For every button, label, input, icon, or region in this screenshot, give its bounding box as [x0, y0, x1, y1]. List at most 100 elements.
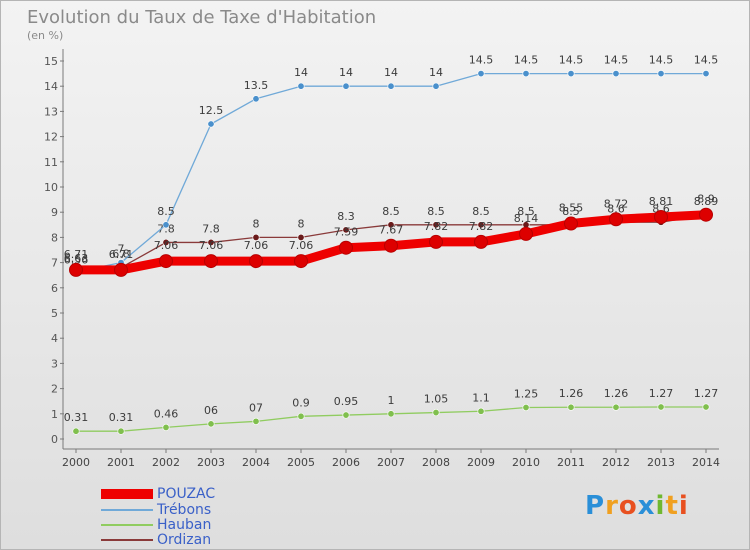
- y-tick-label: 8: [51, 231, 58, 244]
- y-tick-label: 6: [51, 282, 58, 295]
- series-hauban: 0.31 0.31 0.46 06 07 0.9 0.95 1 1.05 1.1 1.25 1.26 1…: [64, 387, 718, 435]
- data-point-pouzac: [564, 216, 578, 231]
- data-label-trebons: 7: [118, 243, 125, 256]
- data-label-ordizan: 8: [253, 217, 260, 230]
- data-label-hauban: 1.27: [649, 387, 674, 400]
- data-point-pouzac: [474, 234, 488, 249]
- data-label-ordizan: 8.3: [337, 210, 355, 223]
- y-tick-label: 12: [44, 131, 58, 144]
- data-point-trebons: [387, 82, 395, 90]
- data-label-hauban: 0.31: [64, 411, 89, 424]
- data-label-hauban: 0.95: [334, 395, 359, 408]
- logo-letter: r: [605, 491, 619, 521]
- data-label-trebons: 14: [294, 66, 308, 79]
- y-tick-label: 2: [51, 383, 58, 396]
- series-layer: 6.56 6.87.8 7.8 8 88.3 8.5 8.5 8.5 8.5 8.5 8.6 8.68…: [64, 54, 719, 435]
- data-point-ordizan: [297, 233, 305, 241]
- data-label-trebons: 14: [384, 66, 398, 79]
- data-point-hauban: [252, 417, 260, 425]
- data-point-pouzac: [699, 207, 713, 222]
- data-point-hauban: [207, 420, 215, 428]
- data-label-pouzac: 7.82: [424, 220, 449, 233]
- x-tick-label: 2002: [152, 456, 180, 469]
- data-point-hauban: [522, 403, 530, 411]
- data-point-ordizan: [432, 221, 440, 229]
- logo-letter: i: [655, 491, 666, 521]
- x-tick-label: 2000: [62, 456, 90, 469]
- data-point-trebons: [207, 120, 215, 128]
- logo-letter: i: [678, 491, 689, 521]
- data-label-ordizan: 6.56: [64, 254, 89, 267]
- data-label-trebons: 14.5: [694, 54, 719, 67]
- data-point-trebons: [342, 82, 350, 90]
- data-point-trebons: [567, 70, 575, 78]
- data-point-pouzac: [69, 262, 83, 277]
- data-point-pouzac: [204, 254, 218, 269]
- data-point-ordizan: [162, 238, 170, 246]
- data-point-trebons: [432, 82, 440, 90]
- data-point-pouzac: [429, 234, 443, 249]
- data-point-trebons: [522, 70, 530, 78]
- y-tick-label: 5: [51, 307, 58, 320]
- data-label-hauban: 0.46: [154, 407, 179, 420]
- data-label-ordizan: 8.5: [382, 205, 400, 218]
- data-point-ordizan: [252, 233, 260, 241]
- data-label-hauban: 0.31: [109, 411, 134, 424]
- x-tick-label: 2001: [107, 456, 135, 469]
- y-tick-label: 4: [51, 332, 58, 345]
- legend-label-hauban: Hauban: [157, 517, 212, 533]
- legend-label-ordizan: Ordizan: [157, 532, 212, 548]
- logo-letter: o: [618, 491, 638, 521]
- data-point-pouzac: [384, 238, 398, 253]
- data-point-ordizan: [342, 226, 350, 234]
- data-label-trebons: 6.63: [64, 252, 89, 265]
- data-point-hauban: [297, 412, 305, 420]
- y-tick-label: 10: [44, 181, 58, 194]
- data-point-trebons: [612, 70, 620, 78]
- data-point-pouzac: [159, 254, 173, 269]
- data-label-trebons: 14: [429, 66, 443, 79]
- data-label-trebons: 14.5: [469, 54, 494, 67]
- x-tick-label: 2005: [287, 456, 315, 469]
- data-label-pouzac: 7.82: [469, 220, 494, 233]
- series-pouzac: 6.71 6.71 7.06 7.06 7.06 7.06 7.59 7.67 7.82 7.82…: [64, 193, 715, 277]
- x-tick-label: 2007: [377, 456, 405, 469]
- data-point-hauban: [612, 403, 620, 411]
- data-label-trebons: 13.5: [244, 79, 269, 92]
- data-point-hauban: [702, 403, 710, 411]
- data-point-ordizan: [477, 221, 485, 229]
- data-point-hauban: [477, 407, 485, 415]
- data-label-trebons: 8.5: [157, 205, 175, 218]
- data-label-pouzac: 8.9: [697, 193, 715, 206]
- chart-title: Evolution du Taux de Taxe d'Habitation: [27, 7, 377, 28]
- data-point-pouzac: [609, 212, 623, 227]
- data-point-hauban: [117, 427, 125, 435]
- data-point-trebons: [297, 82, 305, 90]
- y-tick-label: 14: [44, 80, 58, 93]
- data-label-pouzac: 7.06: [289, 239, 314, 252]
- data-label-hauban: 1.1: [472, 391, 490, 404]
- data-point-hauban: [387, 410, 395, 418]
- data-label-trebons: 12.5: [199, 104, 224, 117]
- y-tick-label: 7: [51, 257, 58, 270]
- data-label-pouzac: 6.71: [64, 248, 89, 261]
- data-label-trebons: 14.5: [559, 54, 584, 67]
- data-label-ordizan: 8.5: [562, 205, 580, 218]
- x-tick-label: 2014: [692, 456, 720, 469]
- x-tick-label: 2010: [512, 456, 540, 469]
- data-label-pouzac: 7.59: [334, 226, 359, 239]
- data-point-trebons: [162, 221, 170, 229]
- data-label-ordizan: 8.5: [427, 205, 445, 218]
- data-label-pouzac: 8.14: [514, 212, 539, 225]
- data-point-trebons: [657, 70, 665, 78]
- data-point-pouzac: [249, 254, 263, 269]
- data-label-hauban: 1.26: [604, 387, 629, 400]
- data-label-pouzac: 8.81: [649, 195, 674, 208]
- data-point-trebons: [702, 70, 710, 78]
- y-tick-label: 1: [51, 408, 58, 421]
- data-label-trebons: 14.5: [649, 54, 674, 67]
- data-label-pouzac: 8.72: [604, 197, 629, 210]
- data-point-pouzac: [654, 209, 668, 224]
- proxiti-logo[interactable]: Proxiti: [585, 491, 689, 521]
